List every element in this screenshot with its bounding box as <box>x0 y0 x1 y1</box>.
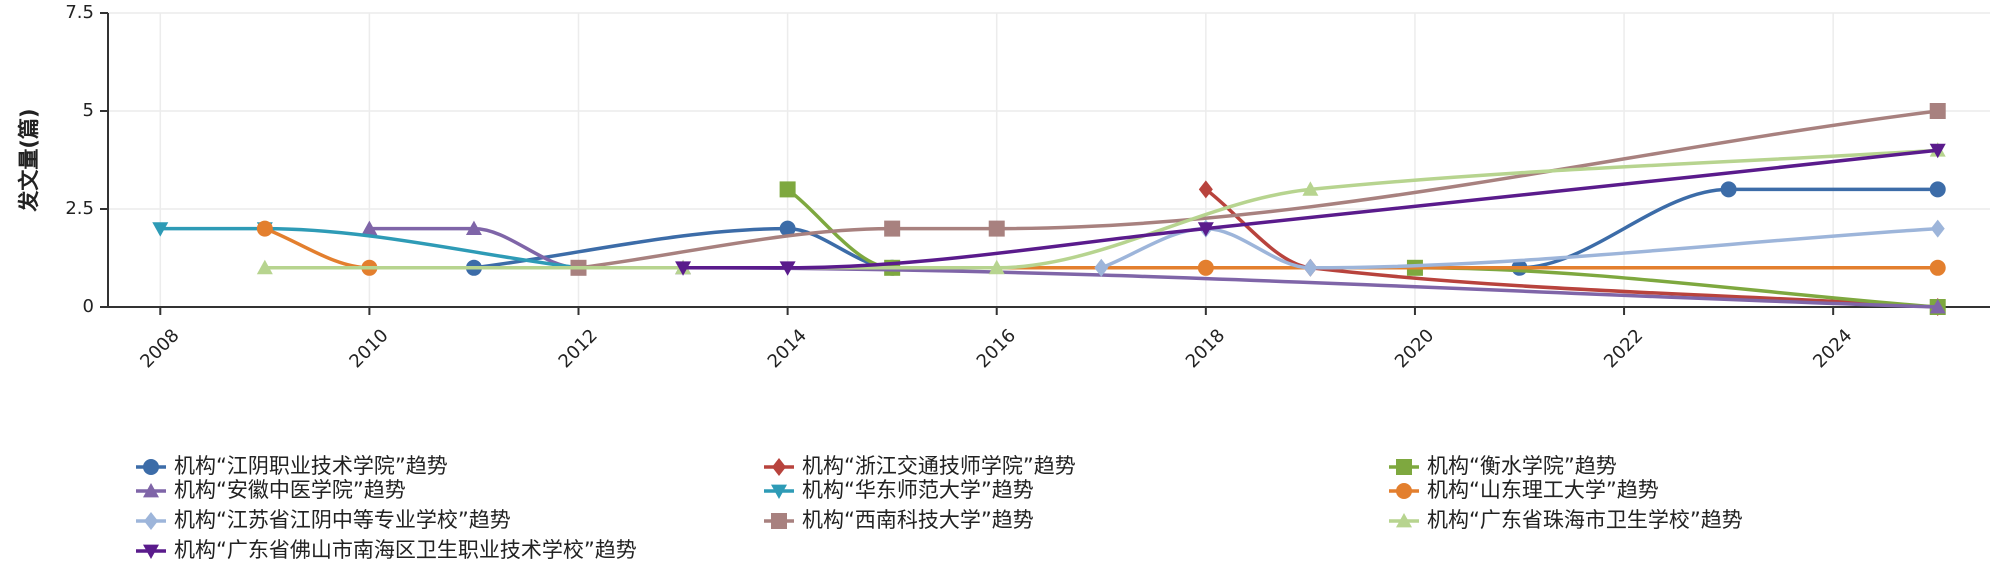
point <box>1929 259 1946 276</box>
legend-item: 机构“华东师范大学”趋势 <box>764 478 1034 502</box>
legend-marker <box>1396 459 1412 475</box>
x-tick-label: 2022 <box>1600 325 1647 372</box>
point <box>361 220 378 235</box>
point <box>1197 222 1214 237</box>
line <box>1100 226 1938 270</box>
point <box>779 181 796 198</box>
series <box>256 142 1946 275</box>
legend-label: 机构“西南科技大学”趋势 <box>802 508 1034 532</box>
x-tick-label: 2010 <box>345 325 392 372</box>
legend-marker <box>143 544 159 559</box>
point <box>1929 143 1946 159</box>
legend-item: 机构“广东省珠海市卫生学校”趋势 <box>1389 508 1743 532</box>
x-tick-label: 2020 <box>1391 325 1438 372</box>
series <box>675 143 1946 276</box>
line <box>264 148 1938 270</box>
point <box>256 259 273 275</box>
legend-marker <box>143 459 159 475</box>
legend-marker <box>771 513 787 529</box>
point <box>884 220 901 237</box>
line <box>683 148 1938 270</box>
legend-item: 机构“广东省佛山市南海区卫生职业技术学校”趋势 <box>136 538 637 562</box>
legend-label: 机构“浙江交通技师学院”趋势 <box>802 454 1076 478</box>
x-tick-label: 2012 <box>555 325 602 372</box>
y-tick-label: 2.5 <box>65 198 94 219</box>
legend-item: 机构“江阴职业技术学院”趋势 <box>136 454 448 478</box>
legend-marker <box>771 484 787 499</box>
y-axis-label: 发文量(篇) <box>17 108 41 212</box>
x-tick-label: 2008 <box>136 325 183 372</box>
legend-item: 机构“衡水学院”趋势 <box>1389 454 1617 478</box>
legend-item: 机构“安徽中医学院”趋势 <box>136 478 406 502</box>
legend-label: 机构“华东师范大学”趋势 <box>802 478 1034 502</box>
legend-label: 机构“江苏省江阴中等专业学校”趋势 <box>174 508 511 532</box>
point <box>1929 103 1946 119</box>
legend-label: 机构“广东省佛山市南海区卫生职业技术学校”趋势 <box>174 538 637 562</box>
line <box>786 188 1938 309</box>
legend-marker <box>1396 483 1412 499</box>
point <box>988 259 1005 275</box>
x-tick-label: 2014 <box>764 325 811 372</box>
legend-marker <box>1396 513 1412 528</box>
y-tick-label: 5 <box>83 100 94 121</box>
y-tick-label: 7.5 <box>65 2 94 23</box>
point <box>256 220 273 237</box>
point <box>675 261 692 276</box>
legend-item: 机构“江苏省江阴中等专业学校”趋势 <box>136 508 511 532</box>
point <box>779 261 796 276</box>
point <box>1929 181 1946 198</box>
legend-marker <box>772 458 786 476</box>
legend-label: 机构“山东理工大学”趋势 <box>1427 478 1659 502</box>
legend-label: 机构“广东省珠海市卫生学校”趋势 <box>1427 508 1743 532</box>
point <box>1720 181 1737 198</box>
point <box>1302 181 1319 196</box>
legend-label: 机构“衡水学院”趋势 <box>1427 454 1617 478</box>
point <box>1929 299 1946 314</box>
point <box>1094 258 1109 277</box>
legend-marker <box>143 483 159 498</box>
x-tick-label: 2024 <box>1809 325 1856 372</box>
x-tick-label: 2018 <box>1182 325 1229 372</box>
point <box>152 222 169 237</box>
x-tick-label: 2016 <box>973 325 1020 372</box>
legend-label: 机构“安徽中医学院”趋势 <box>174 478 406 502</box>
point <box>988 220 1005 237</box>
y-tick-label: 0 <box>83 296 94 317</box>
point <box>1303 258 1318 277</box>
point <box>1197 259 1214 276</box>
point <box>1198 180 1213 199</box>
point <box>779 220 796 237</box>
line <box>1204 188 1938 309</box>
legend-item: 机构“西南科技大学”趋势 <box>764 508 1034 532</box>
legend-item: 机构“山东理工大学”趋势 <box>1389 478 1659 502</box>
legend-label: 机构“江阴职业技术学院”趋势 <box>174 454 448 478</box>
point <box>1930 219 1945 238</box>
point <box>465 220 482 235</box>
legend-marker <box>144 512 158 530</box>
legend-item: 机构“浙江交通技师学院”趋势 <box>764 454 1076 478</box>
line <box>160 226 579 270</box>
